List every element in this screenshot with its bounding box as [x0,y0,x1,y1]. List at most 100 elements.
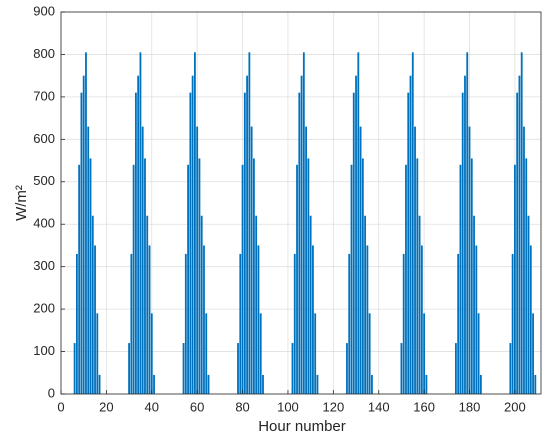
bar [420,245,423,394]
bar [305,126,308,394]
bar [205,313,208,394]
plot-frame [60,11,542,395]
bar [400,343,403,394]
bar [411,52,414,394]
x-axis-label: Hour number [258,418,346,435]
bar [144,158,146,394]
bar [352,92,355,395]
bar [241,164,244,394]
bar [243,92,246,395]
y-tick-label: 700 [33,88,55,103]
bar [518,75,521,395]
bar [191,75,194,395]
bar [477,313,480,394]
bar [357,52,360,394]
bar [402,253,405,394]
bar [78,164,81,394]
y-tick-label: 900 [33,3,55,18]
bar [98,374,101,394]
x-tick-label: 20 [99,399,113,414]
bar [200,215,203,394]
y-tick-label: 300 [33,258,55,273]
bar [255,215,258,394]
bar [184,253,187,394]
bar [207,374,210,394]
x-tick-label: 140 [368,399,390,414]
y-tick-label: 200 [33,301,55,316]
bar [461,92,464,395]
bar [416,158,419,394]
bar [532,313,534,394]
bar [405,164,407,394]
bar [146,215,149,394]
bar [348,253,351,394]
bar [513,164,516,394]
bar [189,92,192,395]
y-tick-label: 100 [33,343,55,358]
y-tick-label: 500 [33,173,55,188]
bar [139,52,142,394]
y-tick-label: 600 [33,131,55,146]
bar [407,92,410,395]
bar [468,126,471,394]
bar [262,374,264,394]
bar [94,245,96,394]
bar [187,164,189,394]
bar [141,126,144,394]
bar [148,245,151,394]
bar [253,158,255,394]
bar [128,343,130,394]
bar [150,313,153,394]
bar [525,158,528,394]
bar [85,52,87,394]
bar [359,126,362,394]
bar [307,158,310,394]
bar [298,92,301,395]
bar [257,245,260,394]
bar [182,343,185,394]
x-tick-label: 80 [235,399,249,414]
bar [516,92,519,395]
bar [293,253,296,394]
bar [466,52,469,394]
bar [479,374,482,394]
bar [364,215,367,394]
x-tick-label: 180 [459,399,481,414]
bar [291,343,294,394]
bar [470,158,473,394]
bar [346,343,348,394]
bar [425,374,428,394]
x-tick-label: 100 [277,399,299,414]
bar [309,215,312,394]
bar [529,245,532,394]
bar [82,75,85,395]
bar [361,158,364,394]
bar [250,126,253,394]
bar [193,52,196,394]
x-tick-label: 120 [322,399,344,414]
bar [296,164,298,394]
bar [300,75,303,395]
bar [350,164,353,394]
bar [312,245,314,394]
bar [371,374,373,394]
bar [534,374,537,394]
bar [302,52,305,394]
bar [137,75,140,395]
bar [459,164,462,394]
bar [203,245,205,394]
bar [509,343,512,394]
bar [368,313,371,394]
bar [523,126,525,394]
bar [454,343,457,394]
bar [527,215,530,394]
bars [73,52,537,395]
bar [239,253,242,394]
bar [153,374,155,394]
x-tick-label: 160 [413,399,435,414]
bar [132,164,135,394]
bar [96,313,99,394]
bar [75,253,78,394]
bar [423,313,426,394]
